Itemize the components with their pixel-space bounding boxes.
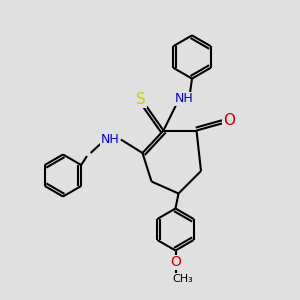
Text: S: S bbox=[136, 92, 146, 107]
Text: O: O bbox=[170, 256, 181, 269]
Text: CH₃: CH₃ bbox=[172, 274, 194, 284]
Text: NH: NH bbox=[101, 133, 119, 146]
Text: NH: NH bbox=[175, 92, 194, 106]
Text: O: O bbox=[223, 113, 235, 128]
